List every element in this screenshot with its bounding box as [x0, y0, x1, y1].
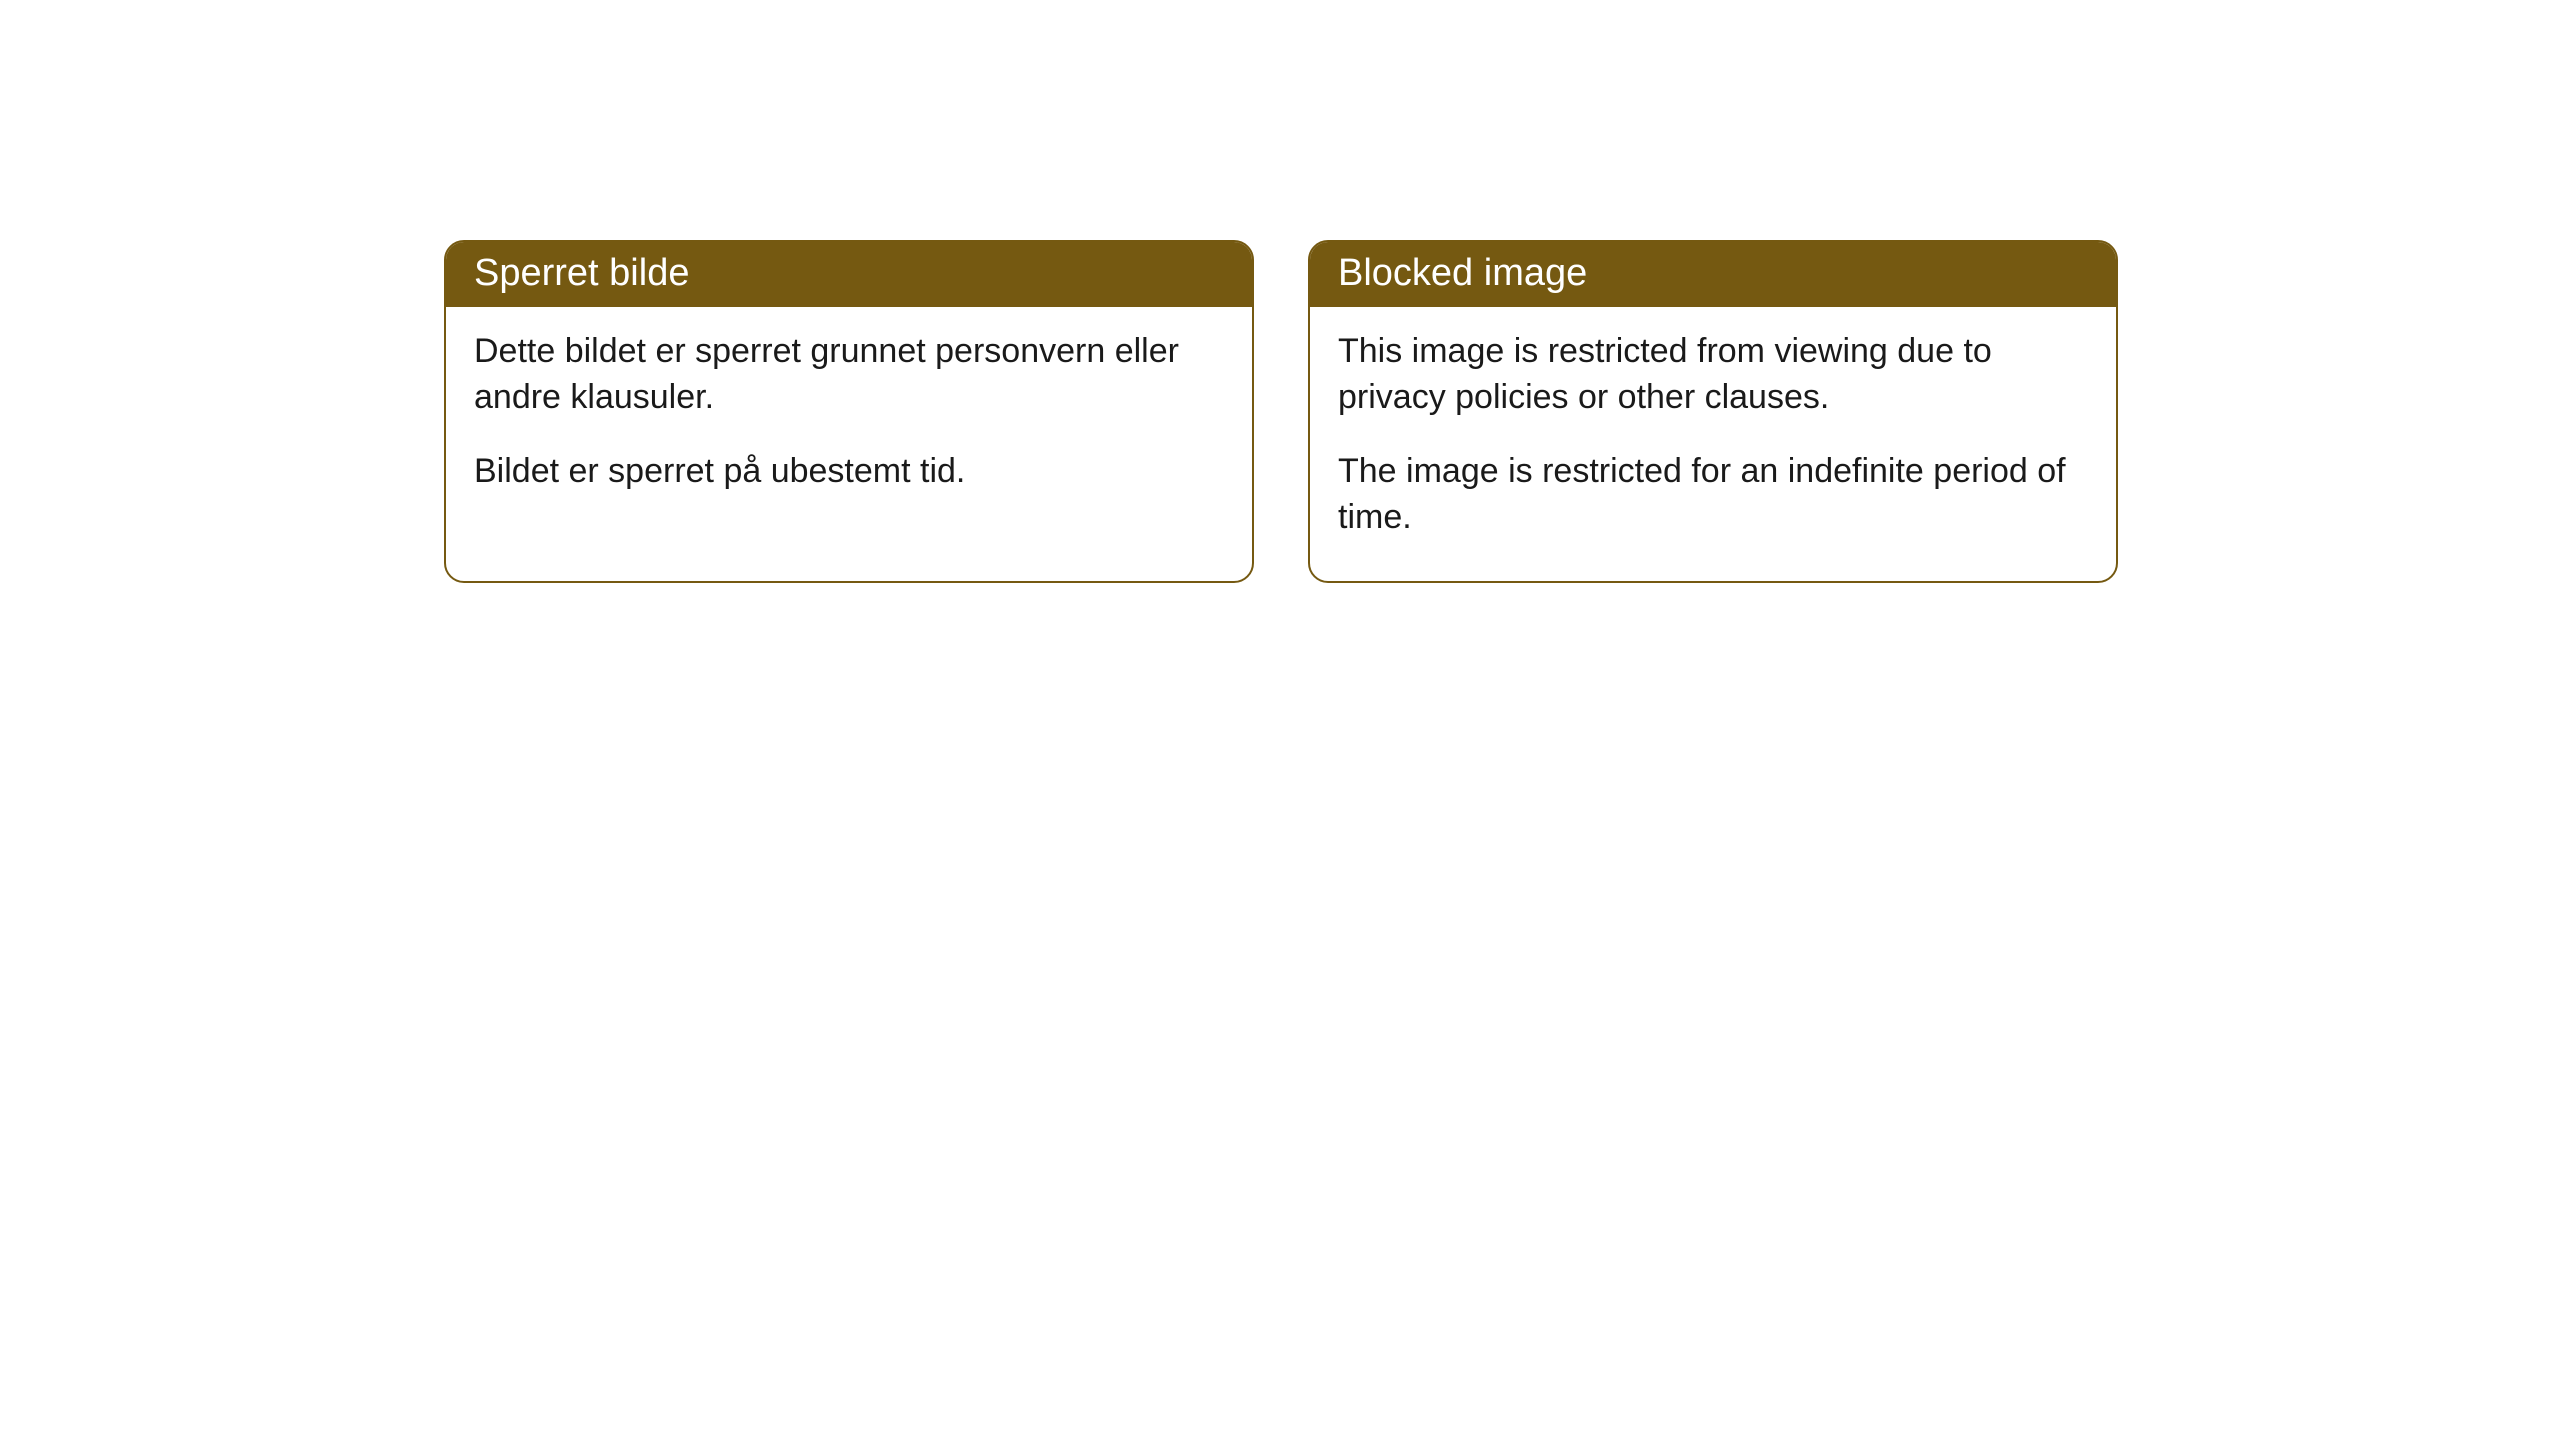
card-body-no: Dette bildet er sperret grunnet personve… — [446, 307, 1252, 535]
card-no-paragraph-2: Bildet er sperret på ubestemt tid. — [474, 449, 1224, 495]
card-body-en: This image is restricted from viewing du… — [1310, 307, 2116, 581]
card-header-en: Blocked image — [1310, 242, 2116, 307]
card-en-paragraph-2: The image is restricted for an indefinit… — [1338, 449, 2088, 541]
card-no-paragraph-1: Dette bildet er sperret grunnet personve… — [474, 329, 1224, 421]
card-en-paragraph-1: This image is restricted from viewing du… — [1338, 329, 2088, 421]
blocked-image-card-no: Sperret bilde Dette bildet er sperret gr… — [444, 240, 1254, 583]
card-header-no: Sperret bilde — [446, 242, 1252, 307]
blocked-image-card-en: Blocked image This image is restricted f… — [1308, 240, 2118, 583]
cards-container: Sperret bilde Dette bildet er sperret gr… — [0, 0, 2560, 583]
